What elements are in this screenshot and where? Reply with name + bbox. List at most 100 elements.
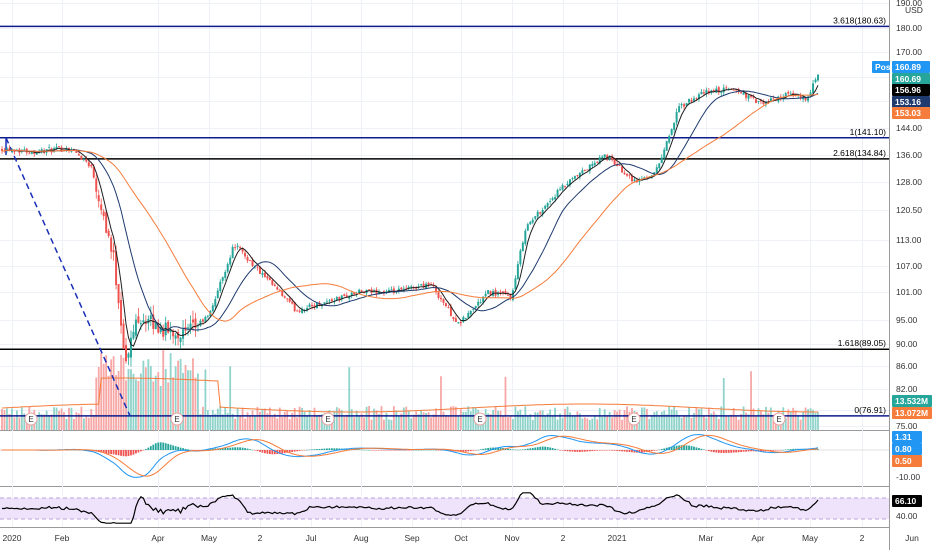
candle-body xyxy=(454,318,457,322)
macd-histogram-bar xyxy=(698,448,700,450)
candle-body xyxy=(80,155,83,160)
macd-histogram-bar xyxy=(110,450,113,455)
macd-histogram-bar xyxy=(281,450,284,454)
candle-body xyxy=(87,162,90,167)
candle xyxy=(683,102,686,110)
volume-bar xyxy=(368,406,370,430)
macd-histogram-bar xyxy=(621,450,623,452)
volume-bar xyxy=(762,414,765,430)
volume-bar xyxy=(643,407,646,430)
volume-bar xyxy=(703,415,705,430)
volume-bar xyxy=(529,414,532,430)
volume-bar xyxy=(722,378,725,430)
macd-histogram-bar xyxy=(700,448,703,450)
macd-histogram-bar xyxy=(519,449,522,451)
volume-bar xyxy=(693,412,695,430)
candle xyxy=(100,198,103,215)
macd-histogram-bar xyxy=(221,448,224,450)
candle-body xyxy=(159,326,162,333)
volume-bar xyxy=(358,416,361,430)
candle-body xyxy=(769,98,772,102)
macd-histogram-bar xyxy=(152,444,155,450)
macd-histogram-bar xyxy=(695,447,698,450)
rsi-line xyxy=(2,492,819,524)
time-tick-label: 2021 xyxy=(608,533,627,543)
price-badge-ma-slow-text: 153.03 xyxy=(895,108,921,118)
volume-bar xyxy=(544,415,547,430)
candle-body xyxy=(688,98,691,103)
volume-bar xyxy=(792,407,795,430)
macd-histogram-bar xyxy=(244,448,246,450)
ma-slow-line xyxy=(2,93,819,322)
candle-body xyxy=(187,327,190,329)
candle-body xyxy=(169,329,172,333)
macd-histogram-bar xyxy=(673,446,676,450)
candle-body xyxy=(313,305,316,308)
candle xyxy=(134,313,137,339)
candle xyxy=(286,297,289,303)
volume-bar xyxy=(281,416,284,430)
volume-bar xyxy=(807,409,809,430)
candle xyxy=(127,352,130,366)
volume-bar xyxy=(340,410,343,430)
macd-histogram-bar xyxy=(392,450,395,451)
volume-bar xyxy=(167,382,170,430)
candle-body xyxy=(58,146,61,147)
volume-bar xyxy=(415,411,418,430)
time-tick-label: May xyxy=(802,533,819,543)
candle xyxy=(561,183,564,191)
candle xyxy=(814,77,817,84)
candle xyxy=(387,287,390,292)
volume-bar xyxy=(87,417,90,430)
candle-body xyxy=(306,307,309,311)
macd-histogram-bar xyxy=(373,450,375,451)
candle xyxy=(680,102,683,109)
macd-histogram-bar xyxy=(231,447,234,450)
candle-body xyxy=(435,286,438,293)
candle-body xyxy=(8,148,11,152)
volume-bar xyxy=(571,416,574,430)
time-tick-label: May xyxy=(201,533,218,543)
volume-bar xyxy=(799,419,802,430)
candle-body xyxy=(643,177,646,179)
candle-body xyxy=(787,91,790,94)
macd-histogram-bar xyxy=(727,450,730,453)
macd-histogram-bar xyxy=(549,447,552,450)
macd-histogram-bar xyxy=(722,450,725,453)
candle-body xyxy=(469,310,472,315)
volume-bar xyxy=(712,411,715,430)
macd-histogram-bar xyxy=(211,448,214,450)
candle xyxy=(576,174,579,178)
candle xyxy=(489,290,492,296)
volume-bar xyxy=(668,406,671,430)
candle-body xyxy=(5,148,8,150)
macd-histogram-bar xyxy=(670,446,673,450)
volume-bar xyxy=(665,414,668,430)
candle xyxy=(144,315,147,332)
candle xyxy=(82,157,85,162)
volume-bar xyxy=(578,413,581,430)
volume-bar xyxy=(569,412,571,430)
volume-bar xyxy=(286,410,289,430)
macd-histogram-bar xyxy=(388,450,390,451)
macd-histogram-bar xyxy=(792,448,795,450)
candle xyxy=(112,242,115,261)
candle xyxy=(531,217,534,225)
volume-bar xyxy=(737,419,740,430)
macd-histogram-bar xyxy=(737,450,740,453)
macd-histogram-bar xyxy=(326,448,328,450)
macd-histogram-bar xyxy=(293,450,296,452)
macd-histogram-bar xyxy=(688,445,690,450)
volume-bar xyxy=(412,414,415,430)
price-tick-label: 107.00 xyxy=(896,261,922,271)
candle-body xyxy=(477,301,480,306)
volume-bar xyxy=(459,409,462,430)
candle-body xyxy=(598,157,601,164)
volume-bar xyxy=(75,412,78,430)
volume-bar xyxy=(318,414,321,430)
volume-bar xyxy=(288,419,291,430)
volume-bar xyxy=(174,366,177,430)
candle-body xyxy=(467,313,470,318)
candle-body xyxy=(464,317,467,319)
candle xyxy=(665,140,668,151)
